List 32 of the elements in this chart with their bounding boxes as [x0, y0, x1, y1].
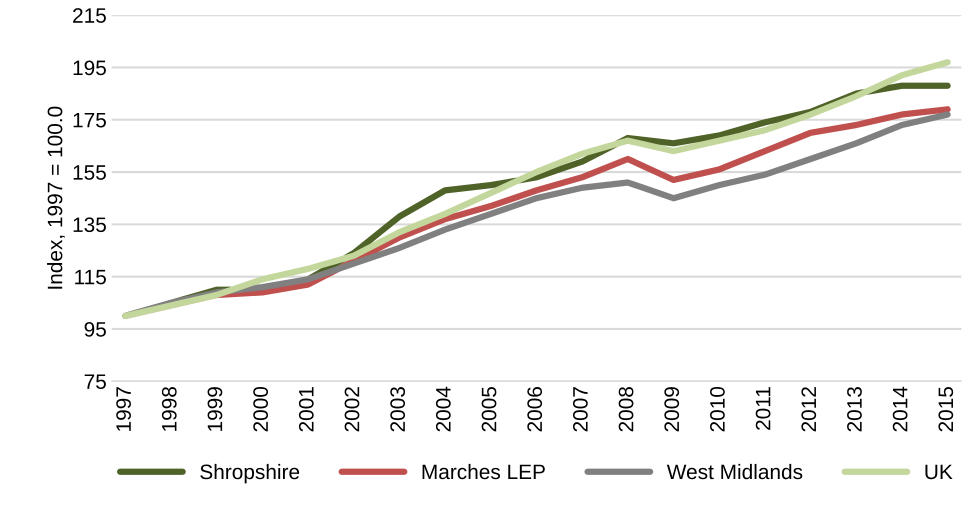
- x-tick-label: 2011: [756, 387, 770, 430]
- x-tick-label: 2007: [572, 387, 588, 432]
- x-tick-label: 1998: [162, 387, 177, 431]
- legend-label: Marches LEP: [422, 464, 545, 480]
- x-tick-label: 2013: [847, 387, 862, 432]
- y-tick-label: 175: [74, 112, 106, 128]
- x-tick-label: 2009: [664, 387, 680, 432]
- legend-label: West Midlands: [666, 464, 802, 480]
- x-tick-label: 2005: [482, 387, 496, 432]
- x-tick-label: 2000: [253, 386, 268, 432]
- x-tick-label: 1997: [116, 387, 131, 431]
- x-tick-label: 2010: [710, 386, 725, 432]
- y-tick-label: 75: [84, 374, 106, 390]
- x-tick-label: 1999: [208, 387, 222, 431]
- y-tick-label: 95: [84, 322, 106, 337]
- x-tick-label: 2008: [618, 387, 634, 432]
- y-tick-label: 115: [75, 270, 106, 284]
- x-tick-label: 2003: [390, 387, 406, 432]
- x-tick-label: 2001: [298, 387, 314, 432]
- x-tick-label: 2014: [892, 386, 908, 432]
- x-tick-label: 2004: [436, 386, 451, 432]
- y-tick-label: 155: [74, 165, 106, 180]
- legend-label: Shropshire: [200, 464, 300, 484]
- x-tick-label: 2012: [801, 387, 816, 432]
- x-tick-label: 2006: [527, 387, 542, 432]
- x-tick-label: 2015: [938, 387, 954, 432]
- y-axis-title: Index, 1997 = 100.0: [47, 106, 65, 289]
- y-tick-label: 215: [73, 8, 106, 23]
- y-tick-label: 195: [74, 60, 106, 76]
- legend-label: UK: [925, 464, 953, 480]
- x-tick-label: 2002: [344, 387, 360, 432]
- y-tick-label: 135: [74, 217, 106, 232]
